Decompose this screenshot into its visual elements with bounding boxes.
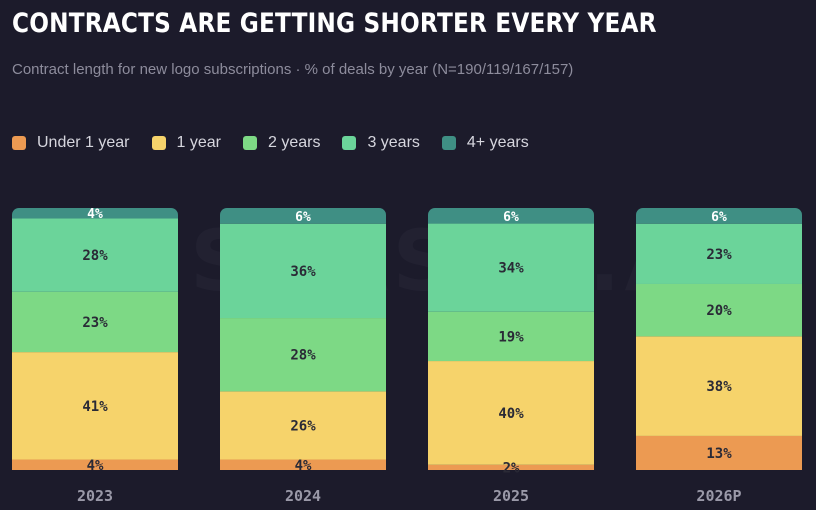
data-label: 4% (295, 458, 312, 474)
bar-segment-under-1-year (428, 464, 594, 470)
x-tick-label: 2025 (493, 487, 529, 505)
chart-title: CONTRACTS ARE GETTING SHORTER EVERY YEAR (12, 8, 657, 39)
legend-swatch (12, 136, 26, 150)
data-label: 2% (503, 460, 520, 476)
legend-swatch (242, 136, 257, 150)
data-label: 23% (82, 315, 108, 331)
bar-2023 (12, 208, 178, 470)
data-label: 28% (290, 348, 316, 364)
bar-segment-4-years (636, 208, 802, 224)
legend-label: 2 years (267, 134, 321, 151)
legend-swatch (342, 136, 357, 150)
bar-segment-2-years (220, 318, 386, 392)
bar-segment-4-years (12, 208, 178, 219)
bar-2024 (220, 208, 386, 470)
bar-segment-1-year (220, 391, 386, 460)
bar-segment-under-1-year (220, 459, 386, 470)
x-tick-label: 2024 (285, 487, 321, 505)
bar-segment-2-years (636, 283, 802, 337)
x-tick-label: 2023 (77, 487, 113, 505)
data-label: 38% (706, 379, 732, 395)
legend: Under 1 year 1 year 2 years 3 years 4+ y… (12, 134, 551, 152)
legend-item-3-years: 3 years (342, 134, 420, 152)
data-label: 28% (82, 248, 108, 264)
bar-segment-4-years (428, 208, 594, 224)
data-label: 34% (498, 261, 524, 277)
data-label: 6% (711, 210, 727, 225)
legend-label: 3 years (367, 134, 420, 151)
bar-segment-4-years (220, 208, 386, 224)
legend-swatch (151, 136, 166, 150)
bar-segment-2-years (428, 311, 594, 362)
data-label: 41% (82, 399, 108, 415)
legend-label: 4+ years (466, 134, 529, 151)
bar-segment-under-1-year (636, 435, 802, 470)
bar-segment-1-year (12, 352, 178, 460)
data-label: 4% (87, 207, 103, 222)
data-label: 19% (498, 329, 524, 345)
data-label: 4% (87, 458, 104, 474)
legend-label: 1 year (176, 134, 221, 151)
bar-segment-3-years (12, 218, 178, 292)
data-label: 20% (706, 303, 732, 319)
bar-segment-2-years (12, 291, 178, 353)
data-label: 26% (290, 418, 316, 434)
legend-label: Under 1 year (37, 134, 130, 151)
bar-segment-under-1-year (12, 459, 178, 470)
bar-segment-1-year (636, 336, 802, 436)
data-label: 13% (706, 446, 732, 462)
bar-segment-3-years (428, 223, 594, 312)
legend-item-2-years: 2 years (242, 134, 321, 152)
bar-segment-3-years (636, 223, 802, 284)
legend-item-4-plus-years: 4+ years (441, 134, 529, 152)
bar-segment-1-year (428, 361, 594, 465)
legend-swatch (441, 136, 456, 150)
bar-2026P (636, 208, 802, 470)
bar-segment-3-years (220, 223, 386, 319)
chart-subtitle: Contract length for new logo subscriptio… (12, 61, 574, 78)
data-label: 23% (706, 247, 732, 263)
data-label: 6% (295, 210, 311, 225)
legend-item-under-1-year: Under 1 year (12, 134, 130, 152)
data-label: 36% (290, 264, 316, 280)
bar-2025 (428, 208, 594, 470)
x-tick-label: 2026P (696, 487, 741, 505)
legend-item-1-year: 1 year (151, 134, 221, 152)
data-label: 40% (498, 406, 524, 422)
data-label: 6% (503, 210, 519, 225)
